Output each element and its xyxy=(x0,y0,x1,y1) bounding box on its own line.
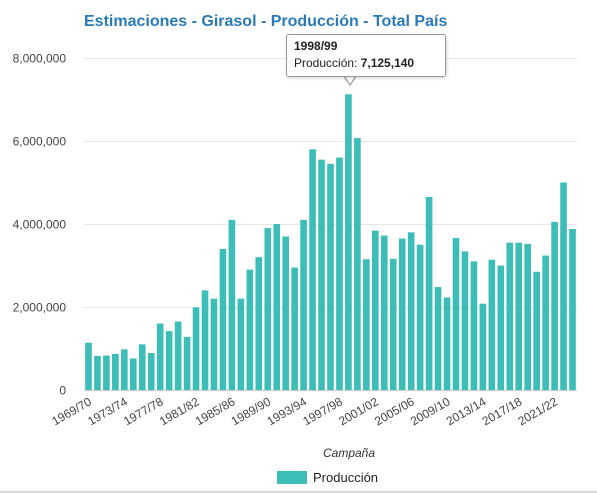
bar[interactable] xyxy=(551,221,558,390)
bar[interactable] xyxy=(183,336,191,390)
x-tick-label: 1981/82 xyxy=(157,394,202,428)
tooltip-category: 1998/99 xyxy=(294,39,338,53)
x-axis-title: Campaña xyxy=(323,446,375,460)
bar[interactable] xyxy=(94,355,101,390)
bar[interactable] xyxy=(425,197,433,390)
bar[interactable] xyxy=(228,219,236,390)
x-tick-label: 1969/70 xyxy=(49,394,94,428)
bar[interactable] xyxy=(380,235,388,390)
x-axis: 1969/701973/741977/781981/821985/861989/… xyxy=(49,394,560,428)
bar[interactable] xyxy=(533,271,540,390)
x-tick-label: 2005/06 xyxy=(372,394,417,428)
bar[interactable] xyxy=(569,228,576,390)
bar[interactable] xyxy=(497,265,505,391)
legend-item-produccion[interactable]: Producción xyxy=(277,468,378,486)
bar[interactable] xyxy=(542,255,549,390)
tooltip-pointer-fill xyxy=(344,75,356,84)
bar[interactable] xyxy=(524,243,532,390)
bar[interactable] xyxy=(121,349,128,390)
bar[interactable] xyxy=(282,236,289,390)
x-tick-label: 2021/22 xyxy=(516,394,561,428)
bar[interactable] xyxy=(264,228,272,390)
tooltip-value: 7,125,140 xyxy=(360,56,415,70)
bar[interactable] xyxy=(103,355,110,390)
tooltip-value-line: Producción: 7,125,140 xyxy=(294,55,438,72)
legend-label: Producción xyxy=(313,469,379,485)
y-tick-label: 8,000,000 xyxy=(13,52,67,66)
bar[interactable] xyxy=(201,290,209,390)
bar[interactable] xyxy=(488,259,496,390)
x-tick-label: 1993/94 xyxy=(265,394,310,428)
y-tick-label: 0 xyxy=(59,384,66,398)
tooltip: 1998/99 Producción: 7,125,140 xyxy=(286,34,446,77)
y-tick-label: 6,000,000 xyxy=(13,135,67,149)
bar[interactable] xyxy=(85,342,92,390)
bar[interactable] xyxy=(452,238,460,390)
x-tick-label: 2013/14 xyxy=(444,394,489,428)
bar[interactable] xyxy=(515,242,523,390)
bar[interactable] xyxy=(273,224,281,390)
bar[interactable] xyxy=(461,251,469,390)
bar[interactable] xyxy=(237,298,245,390)
tooltip-series-label: Producción: xyxy=(294,56,361,70)
x-tick-label: 2001/02 xyxy=(336,394,381,428)
bar[interactable] xyxy=(506,242,514,390)
y-tick-label: 2,000,000 xyxy=(13,301,67,315)
bar[interactable] xyxy=(398,238,406,390)
x-tick-label: 1985/86 xyxy=(193,394,238,428)
bar-series xyxy=(85,94,576,390)
bar[interactable] xyxy=(210,298,218,390)
y-axis: 0 2,000,000 4,000,000 6,000,000 8,000,000 xyxy=(13,52,67,398)
x-tick-label: 2017/18 xyxy=(480,394,525,428)
bar[interactable] xyxy=(246,269,254,390)
x-tick-label: 2009/10 xyxy=(408,394,453,428)
bar[interactable] xyxy=(327,163,334,390)
legend-swatch xyxy=(277,470,307,484)
bar[interactable] xyxy=(147,353,155,390)
bar[interactable] xyxy=(138,344,146,390)
bar[interactable] xyxy=(165,331,173,390)
bar[interactable] xyxy=(318,159,325,390)
bar[interactable] xyxy=(470,261,478,390)
bar[interactable] xyxy=(389,258,397,390)
bar[interactable] xyxy=(255,257,263,390)
bar[interactable] xyxy=(112,353,119,390)
bar[interactable] xyxy=(300,219,307,390)
bar[interactable] xyxy=(479,303,487,390)
x-tick-label: 1973/74 xyxy=(85,394,130,428)
bar[interactable] xyxy=(443,297,451,390)
bar[interactable] xyxy=(156,323,164,390)
bar[interactable] xyxy=(336,157,343,390)
bar[interactable] xyxy=(560,182,567,391)
bar[interactable] xyxy=(434,287,442,390)
bar[interactable] xyxy=(416,244,424,390)
bar[interactable] xyxy=(372,230,379,390)
x-tick-label: 1989/90 xyxy=(229,394,274,428)
y-tick-label: 4,000,000 xyxy=(13,218,67,232)
bar[interactable] xyxy=(291,267,298,390)
x-tick-label: 1997/98 xyxy=(300,394,345,428)
bar[interactable] xyxy=(363,259,370,390)
divider xyxy=(0,491,597,493)
bar[interactable] xyxy=(219,248,227,390)
bar[interactable] xyxy=(345,94,352,390)
bar[interactable] xyxy=(407,232,415,390)
bar[interactable] xyxy=(174,321,182,390)
bar[interactable] xyxy=(129,358,137,390)
bar[interactable] xyxy=(309,149,316,390)
x-tick-label: 1977/78 xyxy=(121,394,166,428)
bar[interactable] xyxy=(192,307,200,390)
chart-title: Estimaciones - Girasol - Producción - To… xyxy=(84,13,448,30)
bar[interactable] xyxy=(354,138,361,390)
